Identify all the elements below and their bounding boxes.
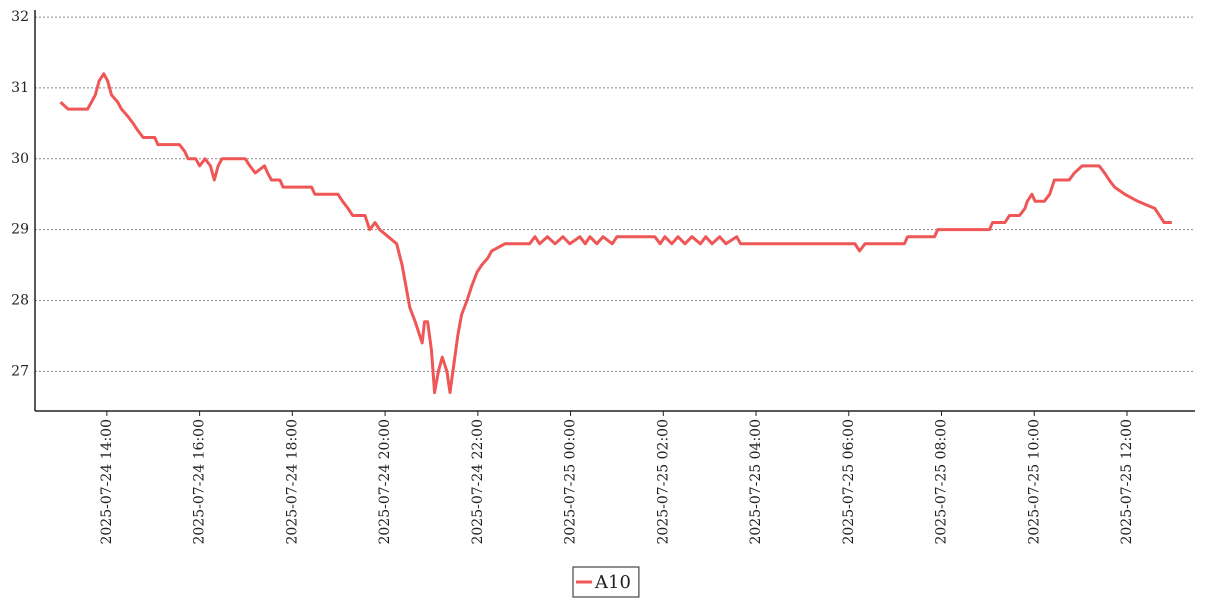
y-tick-label: 30 (11, 151, 29, 167)
legend-box (572, 566, 640, 598)
legend: A10 (572, 566, 640, 598)
x-tick-label: 2025-07-24 22:00 (470, 419, 486, 545)
x-tick-label: 2025-07-24 18:00 (284, 419, 300, 545)
x-tick-label: 2025-07-25 06:00 (841, 419, 857, 545)
x-tick-label: 2025-07-24 20:00 (377, 419, 393, 545)
x-tick-label: 2025-07-25 12:00 (1119, 419, 1135, 545)
x-tick-label: 2025-07-25 10:00 (1026, 419, 1042, 545)
data-line (59, 72, 1172, 395)
x-tick-label: 2025-07-25 00:00 (563, 419, 579, 545)
y-tick-label: 29 (11, 222, 29, 238)
y-tick-label: 31 (11, 80, 29, 96)
x-tick-label: 2025-07-25 02:00 (655, 419, 671, 545)
y-tick-label: 28 (11, 292, 29, 308)
x-tick-label: 2025-07-25 08:00 (934, 419, 950, 545)
x-tick-label: 2025-07-24 14:00 (99, 419, 115, 545)
legend-label: A10 (594, 572, 631, 593)
x-tick-label: 2025-07-24 16:00 (192, 419, 208, 545)
y-tick-label: 32 (11, 9, 29, 25)
y-tick-label: 27 (11, 363, 29, 379)
x-tick-label: 2025-07-25 04:00 (748, 419, 764, 545)
